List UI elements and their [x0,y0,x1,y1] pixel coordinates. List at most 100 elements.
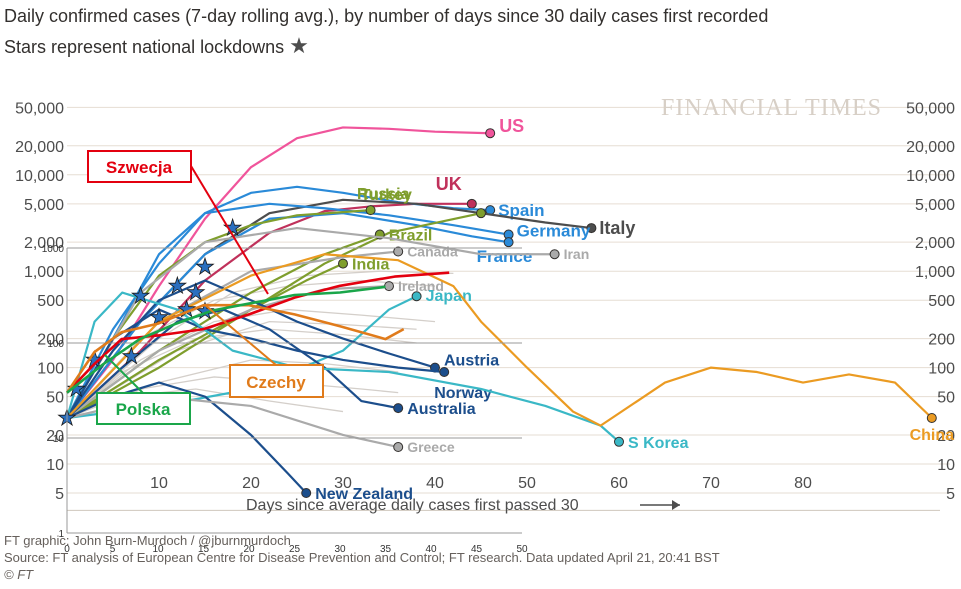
y-tick-label-right: 200 [928,332,955,349]
inset-x-tick-label: 50 [516,544,528,555]
y-tick-label-left: 5 [55,486,64,503]
lockdown-star-icon: ★ [131,284,151,309]
footer-source: Source: FT analysis of European Centre f… [4,550,720,565]
series-end-marker [384,281,394,292]
inset-x-tick-label: 30 [334,544,346,555]
x-tick-label: 20 [242,475,260,492]
inset-y-tick-label: 1 [58,529,64,540]
x-tick-label: 10 [150,475,168,492]
footer-copyright: © FT [4,567,34,582]
annotation-leader [104,354,144,394]
series-end-marker [365,205,376,216]
y-tick-label-left: 200 [37,332,64,349]
y-tick-label-right: 20 [937,428,955,445]
series-line-germany [66,202,509,419]
series-end-marker [393,442,404,453]
x-tick-label: 80 [794,475,812,492]
y-tick-label-left: 5,000 [24,197,64,214]
series-label: Austria [444,353,499,370]
series-end-marker [411,291,422,302]
series-end-marker [586,223,597,234]
lockdown-star-icon: ★ [122,345,142,370]
x-tick-label: 40 [426,475,444,492]
annotation-box [96,392,191,425]
series-end-marker [466,198,477,209]
inset-x-tick-label: 40 [425,544,437,555]
star-icon: ★ [289,33,309,58]
x-tick-label: 70 [702,475,720,492]
inset-x-tick-label: 15 [198,544,210,555]
series-end-marker [485,128,496,139]
annotation-label: Szwecja [106,158,173,177]
series-end-marker [926,413,937,424]
lockdown-star-icon: ★ [186,281,206,306]
y-tick-label-left: 10,000 [15,168,64,185]
series-end-marker [549,249,560,260]
annotation-leader [204,304,277,366]
annotation-label: Polska [116,400,171,419]
series-line-china [66,253,933,427]
series-label: Norway [434,385,492,402]
inset-y-tick-label: 100 [47,339,64,350]
y-tick-label-left: 10 [46,457,64,474]
inset-x-tick-label: 35 [380,544,392,555]
series-end-marker [301,488,312,499]
series-end-marker [503,237,514,248]
y-tick-label-left: 500 [37,293,64,310]
series-label: US [499,116,524,136]
series-label: Turkey [361,187,412,204]
chart-subtitle: Stars represent national lockdowns ★ [4,33,309,59]
y-tick-label-right: 500 [928,293,955,310]
y-tick-label-right: 100 [928,361,955,378]
series-line-ireland [66,285,390,419]
lockdown-star-icon: ★ [223,216,243,241]
y-tick-label-right: 50,000 [906,100,955,117]
y-tick-label-right: 1,000 [915,264,955,281]
annotation-box [87,150,192,183]
series-label: Japan [426,288,472,305]
y-tick-label-right: 2,000 [915,235,955,252]
inset-x-tick-label: 20 [243,544,255,555]
annotation-label: Czechy [246,373,306,392]
series-label: India [352,257,389,274]
series-label: Spain [498,201,544,220]
inset-series-line-czechy [65,303,405,394]
lockdown-star-icon: ★ [177,298,197,323]
series-label: UK [436,174,462,194]
lockdown-star-icon: ★ [168,274,188,299]
series-label: China [910,427,955,444]
y-tick-label-right: 50 [937,390,955,407]
series-end-marker [393,246,404,257]
context-line [66,320,417,419]
y-tick-label-right: 20,000 [906,139,955,156]
y-tick-label-right: 5,000 [915,197,955,214]
y-tick-label-left: 2,000 [24,235,64,252]
series-line-norway [66,308,445,419]
series-label: Australia [407,401,476,418]
series-end-marker [476,208,486,219]
x-tick-label: 60 [610,475,628,492]
chart-subtitle-text: Stars represent national lockdowns [4,37,285,57]
inset-x-tick-label: 10 [152,544,164,555]
series-line-iran [66,226,555,419]
series-line-austria [66,279,436,419]
y-tick-label-left: 100 [37,361,64,378]
y-tick-label-right: 10 [937,457,955,474]
chart-title: Daily confirmed cases (7-day rolling avg… [4,6,769,26]
series-label: Iran [564,246,590,262]
lockdown-star-icon: ★ [195,255,215,280]
inset-x-tick-label: 45 [471,544,483,555]
series-label: France [477,247,533,266]
inset-x-tick-label: 0 [64,544,70,555]
series-line-australia [66,308,399,419]
series-label: Greece [407,439,455,455]
series-end-marker [393,403,404,414]
series-label: Germany [517,222,591,241]
series-label: Russia [357,186,410,203]
inset-y-tick-label: 10 [53,434,65,445]
y-tick-label-left: 50 [46,390,64,407]
series-label: Italy [599,218,635,238]
series-line-russia [66,212,482,419]
y-tick-label-left: 20,000 [15,139,64,156]
